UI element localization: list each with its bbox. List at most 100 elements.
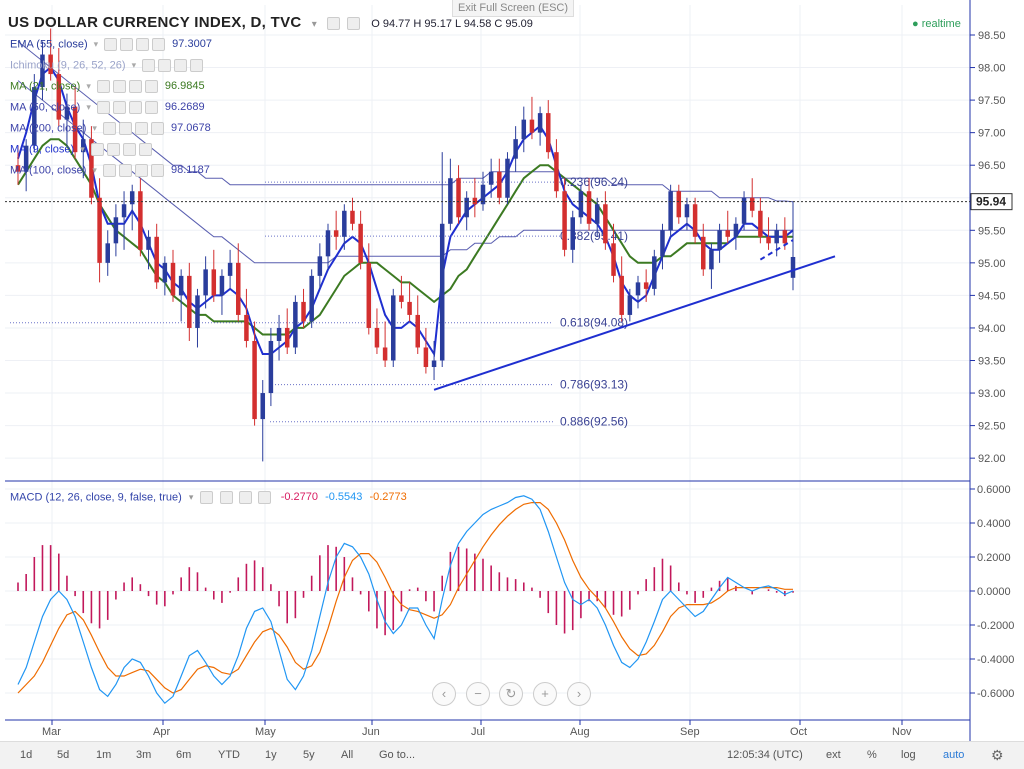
candle-body — [611, 243, 616, 276]
eye-icon[interactable] — [90, 143, 104, 156]
candle-body — [758, 210, 763, 237]
macd-tick-label: 0.6000 — [977, 484, 1011, 496]
chevron-down-icon[interactable]: ▾ — [92, 165, 97, 176]
chevron-down-icon[interactable]: ▾ — [131, 60, 137, 71]
indicator-value: 97.0678 — [170, 122, 211, 135]
candle-body — [660, 230, 665, 257]
plus-icon[interactable] — [174, 59, 188, 72]
goto-date-button[interactable]: Go to... — [379, 749, 416, 761]
indicator-label[interactable]: MA (9, close) — [10, 143, 75, 156]
macd-tick-label: 0.2000 — [977, 552, 1011, 564]
gear-icon[interactable] — [118, 122, 132, 135]
gear-icon[interactable] — [158, 59, 172, 72]
range-1y-button[interactable]: 1y — [265, 749, 277, 761]
eye-icon[interactable] — [96, 80, 110, 93]
plus-icon[interactable] — [238, 491, 252, 504]
range-5d-button[interactable]: 5d — [57, 749, 70, 761]
plus-icon[interactable] — [136, 38, 150, 51]
indicator-row[interactable]: MA (50, close) ▾ 96.2689 — [10, 101, 205, 114]
reset-chart-button[interactable]: ↻ — [499, 682, 523, 706]
extended-hours-toggle[interactable]: ext — [826, 749, 841, 761]
close-icon[interactable] — [150, 164, 164, 177]
auto-scale-toggle[interactable]: auto — [943, 749, 965, 761]
eye-icon[interactable] — [102, 164, 116, 177]
chevron-down-icon[interactable]: ▾ — [188, 492, 194, 503]
indicator-row[interactable]: MA (21, close) ▾ 96.9845 — [10, 80, 205, 93]
range-1d-button[interactable]: 1d — [20, 749, 33, 761]
range-5y-button[interactable]: 5y — [303, 749, 315, 761]
gear-icon[interactable] — [347, 16, 361, 30]
chevron-down-icon[interactable]: ▾ — [80, 144, 85, 155]
candle-body — [635, 282, 641, 296]
chevron-down-icon[interactable]: ▾ — [86, 102, 91, 113]
plus-icon[interactable] — [134, 164, 148, 177]
indicator-label[interactable]: Ichimoku (9, 26, 52, 26) — [10, 59, 126, 72]
close-icon[interactable] — [150, 122, 164, 135]
chevron-down-icon[interactable]: ▾ — [93, 39, 99, 50]
bottom-toolbar: 1d 5d 1m 3m 6m YTD 1y 5y All Go to... 12… — [0, 741, 1024, 769]
gear-icon[interactable] — [106, 143, 120, 156]
indicator-label[interactable]: MA (200, close) — [10, 122, 87, 135]
indicator-row[interactable]: EMA (55, close) ▾ 97.3007 — [10, 38, 212, 51]
indicator-label[interactable]: MA (50, close) — [10, 101, 81, 114]
candle-body — [227, 262, 233, 276]
range-ytd-button[interactable]: YTD — [218, 749, 240, 761]
range-1m-button[interactable]: 1m — [96, 749, 112, 761]
gear-icon[interactable] — [112, 101, 126, 114]
candle-body — [203, 269, 208, 296]
time-axis: Mar Apr May Jun Jul Aug Sep Oct Nov — [42, 720, 912, 738]
close-icon[interactable] — [257, 491, 271, 504]
close-icon[interactable] — [138, 143, 152, 156]
close-icon[interactable] — [190, 59, 204, 72]
price-axis: 98.5098.0097.5097.0096.5096.0095.5095.00… — [970, 30, 1006, 465]
percent-scale-toggle[interactable]: % — [867, 749, 877, 761]
range-6m-button[interactable]: 6m — [176, 749, 192, 761]
chevron-down-icon[interactable]: ▾ — [92, 123, 97, 134]
range-all-button[interactable]: All — [341, 749, 354, 761]
scroll-left-button[interactable]: ‹ — [432, 682, 456, 706]
plus-icon[interactable] — [134, 122, 148, 135]
eye-icon[interactable] — [142, 59, 156, 72]
candle-body — [211, 269, 217, 296]
exit-fullscreen-button[interactable]: Exit Full Screen (ESC) — [452, 0, 574, 17]
indicator-row[interactable]: MA (200, close) ▾ 97.0678 — [10, 122, 211, 135]
gear-icon[interactable]: ⚙ — [991, 747, 1004, 763]
macd-label[interactable]: MACD (12, 26, close, 9, false, true) — [10, 491, 182, 504]
plus-icon[interactable] — [128, 101, 142, 114]
macd-signal-line — [17, 502, 793, 694]
indicator-row[interactable]: Ichimoku (9, 26, 52, 26) ▾ — [10, 59, 206, 72]
log-scale-toggle[interactable]: log — [901, 749, 916, 761]
zoom-out-button[interactable]: − — [466, 682, 490, 706]
gear-icon[interactable] — [120, 38, 134, 51]
eye-icon[interactable] — [96, 101, 110, 114]
close-icon[interactable] — [144, 101, 158, 114]
candle-body — [15, 165, 21, 172]
zoom-in-button[interactable]: + — [533, 682, 557, 706]
indicator-label[interactable]: EMA (55, close) — [10, 38, 88, 51]
candle-body — [521, 119, 527, 140]
close-icon[interactable] — [152, 38, 166, 51]
eye-icon[interactable] — [102, 122, 116, 135]
settings-icon[interactable] — [326, 16, 340, 30]
plus-icon[interactable] — [122, 143, 136, 156]
macd-pane — [17, 495, 794, 705]
chevron-down-icon[interactable]: ▾ — [311, 19, 317, 30]
plus-icon[interactable] — [128, 80, 142, 93]
indicator-row[interactable]: MA (9, close) ▾ — [10, 143, 155, 156]
indicator-label[interactable]: MA (21, close) — [10, 80, 81, 93]
price-tick-label: 98.50 — [978, 30, 1006, 42]
indicator-row[interactable]: MA (100, close) ▾ 98.1187 — [10, 164, 210, 177]
eye-icon[interactable] — [104, 38, 118, 51]
gear-icon[interactable] — [219, 491, 233, 504]
indicator-label[interactable]: MA (100, close) — [10, 164, 87, 177]
eye-icon[interactable] — [200, 491, 214, 504]
close-icon[interactable] — [144, 80, 158, 93]
candle-body — [268, 340, 274, 394]
range-3m-button[interactable]: 3m — [136, 749, 152, 761]
chevron-down-icon[interactable]: ▾ — [86, 81, 91, 92]
scroll-right-button[interactable]: › — [567, 682, 591, 706]
gear-icon[interactable] — [112, 80, 126, 93]
candle-body — [89, 139, 94, 198]
gear-icon[interactable] — [118, 164, 132, 177]
